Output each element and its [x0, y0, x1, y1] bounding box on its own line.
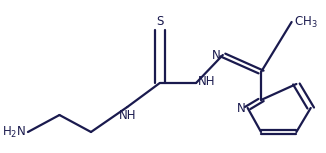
- Text: S: S: [156, 15, 163, 28]
- Text: NH: NH: [119, 108, 136, 121]
- Text: CH$_3$: CH$_3$: [294, 14, 318, 30]
- Text: H$_2$N: H$_2$N: [2, 124, 26, 140]
- Text: NH: NH: [198, 75, 215, 88]
- Text: N: N: [237, 101, 245, 114]
- Text: N: N: [212, 49, 221, 62]
